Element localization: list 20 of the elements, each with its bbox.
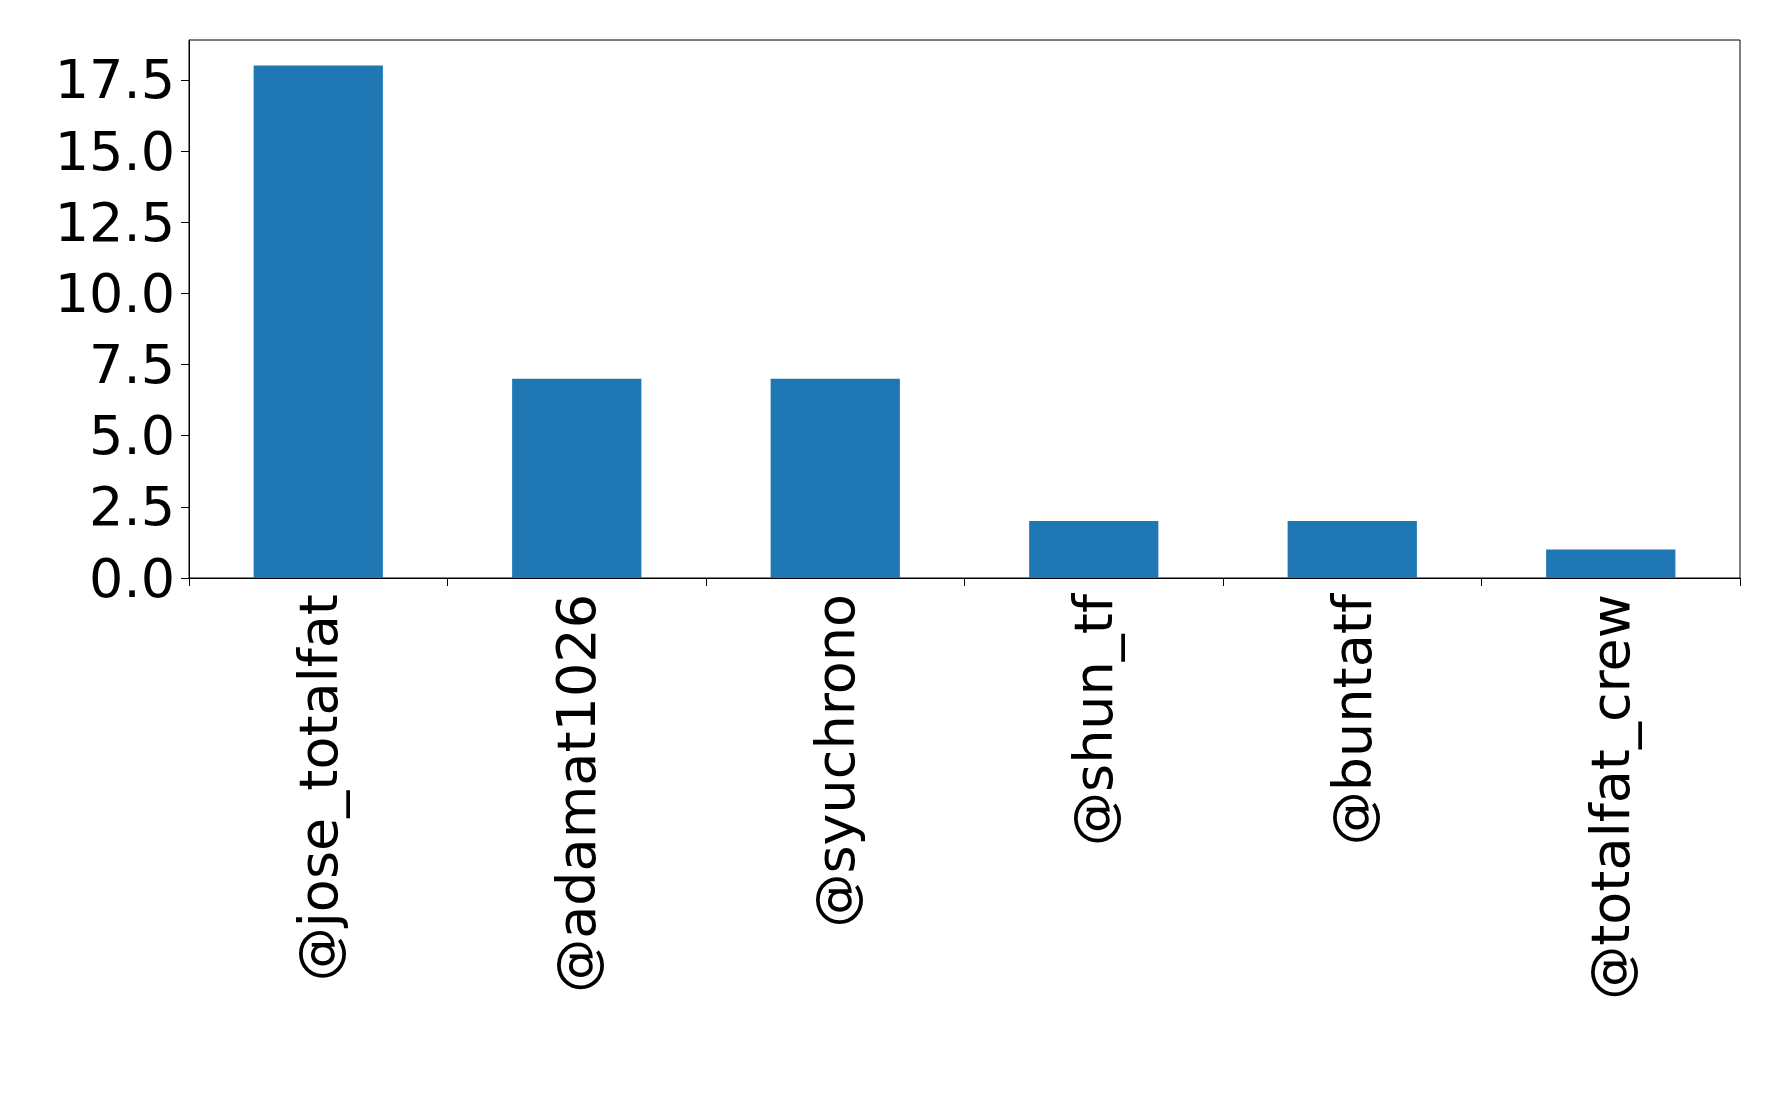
x-tick-label: @totalfat_crew	[1579, 594, 1643, 1000]
bar	[1029, 521, 1159, 578]
bar	[1546, 549, 1676, 578]
y-tick-label: 0.0	[89, 546, 175, 610]
bar	[1287, 521, 1417, 578]
bar	[253, 65, 383, 578]
y-tick-label: 5.0	[89, 404, 175, 468]
y-tick-label: 2.5	[89, 475, 175, 539]
x-tick-label: @buntatf	[1320, 592, 1384, 846]
y-tick-label: 7.5	[89, 333, 175, 397]
bar	[770, 378, 900, 578]
y-tick-label: 10.0	[54, 261, 175, 325]
y-tick-label: 12.5	[54, 190, 175, 254]
x-tick-label: @shun_tf	[1062, 592, 1126, 846]
y-tick-label: 15.0	[54, 119, 175, 183]
x-tick-label: @jose_totalfat	[286, 594, 350, 982]
bar	[512, 378, 642, 578]
x-tick-label: @syuchrono	[803, 594, 867, 928]
x-tick-label: @adamat1026	[545, 594, 609, 993]
y-tick-label: 17.5	[54, 48, 175, 112]
